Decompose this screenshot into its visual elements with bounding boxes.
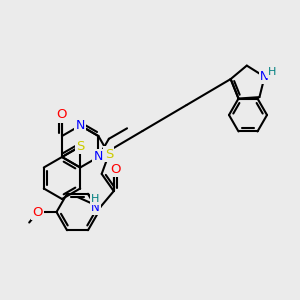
Text: O: O xyxy=(33,206,43,218)
Text: N: N xyxy=(260,70,269,83)
Text: S: S xyxy=(105,148,113,161)
Text: H: H xyxy=(91,194,99,204)
Text: O: O xyxy=(110,163,121,176)
Text: N: N xyxy=(91,201,100,214)
Text: S: S xyxy=(76,140,84,153)
Text: O: O xyxy=(57,109,67,122)
Text: N: N xyxy=(76,119,85,132)
Text: N: N xyxy=(94,151,103,164)
Text: H: H xyxy=(267,67,276,77)
